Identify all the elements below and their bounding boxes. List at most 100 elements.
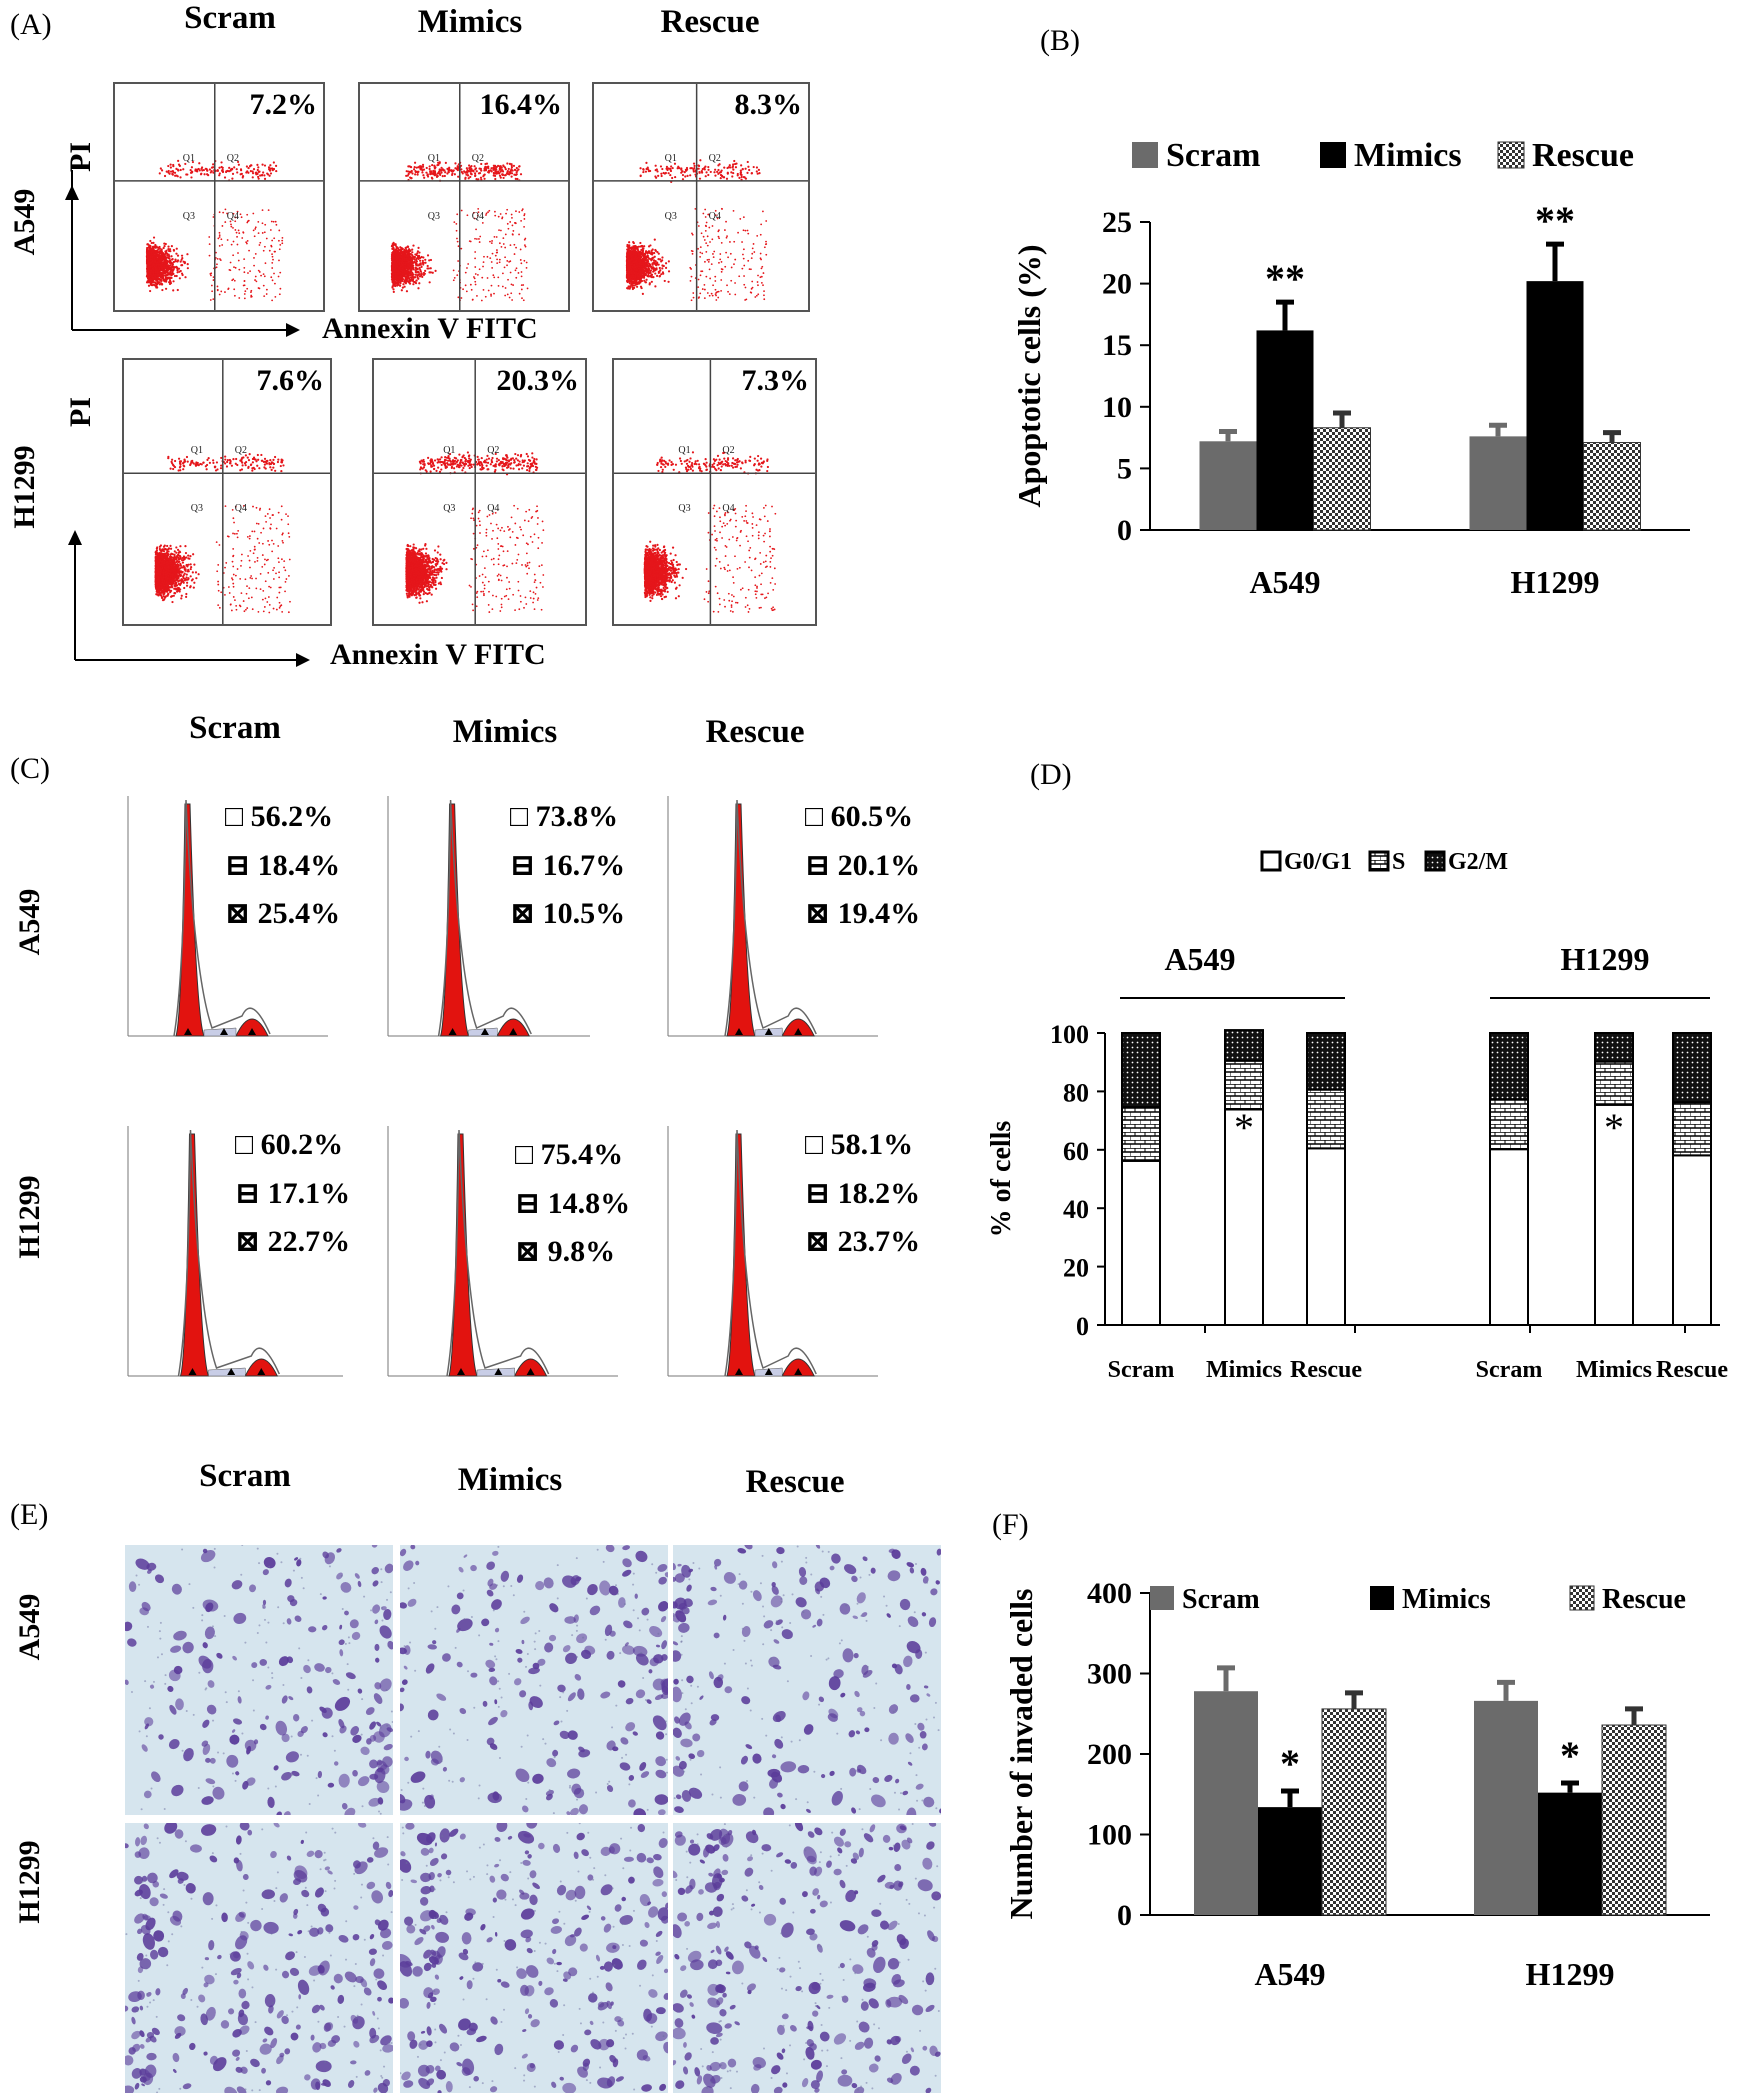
membrane-pore: [685, 1708, 687, 1710]
membrane-pore: [144, 1680, 146, 1682]
membrane-pore: [320, 1868, 322, 1870]
membrane-pore: [499, 1688, 501, 1690]
membrane-pore: [214, 1635, 216, 1637]
membrane-pore: [867, 1666, 869, 1668]
membrane-pore: [215, 1973, 217, 1975]
membrane-pore: [687, 1566, 689, 1568]
membrane-pore: [493, 1609, 495, 1611]
membrane-pore: [370, 1991, 372, 1993]
membrane-pore: [802, 1611, 804, 1613]
membrane-pore: [692, 1562, 694, 1564]
y-tick-label: 25: [1102, 206, 1132, 239]
stack-g0-g1: [1307, 1148, 1345, 1325]
membrane-pore: [261, 1828, 263, 1830]
membrane-pore: [387, 1645, 389, 1647]
g1-peak: [441, 804, 469, 1036]
membrane-pore: [247, 1978, 249, 1980]
membrane-pore: [377, 2017, 379, 2019]
membrane-pore: [860, 1615, 862, 1617]
membrane-pore: [639, 1629, 641, 1631]
membrane-pore: [353, 1873, 355, 1875]
significance-star: *: [1560, 1733, 1580, 1778]
membrane-pore: [534, 1910, 536, 1912]
membrane-pore: [140, 1897, 142, 1899]
membrane-pore: [628, 1783, 630, 1785]
membrane-pore: [742, 1603, 744, 1605]
stack-g2-m: [1307, 1033, 1345, 1090]
stack-g2-m: [1595, 1033, 1633, 1062]
panel-c-col-rescue: Rescue: [640, 714, 870, 751]
membrane-pore: [780, 1598, 782, 1600]
membrane-pore: [665, 1720, 667, 1722]
membrane-pore: [523, 1611, 525, 1613]
membrane-pore: [275, 1887, 277, 1889]
phase-percent-g0g1: □ 60.5%: [805, 800, 913, 834]
membrane-pore: [486, 1873, 488, 1875]
membrane-pore: [136, 2010, 138, 2012]
y-tick-label: 10: [1102, 391, 1132, 424]
membrane-pore: [894, 1792, 896, 1794]
membrane-pore: [868, 1574, 870, 1576]
membrane-pore: [789, 1824, 791, 1826]
membrane-pore: [337, 2016, 339, 2018]
membrane-pore: [642, 1677, 644, 1679]
membrane-pore: [251, 2089, 253, 2091]
x-category-label: H1299: [1511, 564, 1600, 600]
bar-rescue: [1602, 1725, 1666, 1915]
membrane-pore: [516, 1966, 518, 1968]
membrane-pore: [498, 1706, 500, 1708]
membrane-pore: [401, 1879, 403, 1881]
panel-f-label: (F): [992, 1508, 1029, 1541]
membrane-pore: [549, 1789, 551, 1791]
y-tick-label: 80: [1063, 1078, 1089, 1107]
stained-cell: [377, 1997, 382, 2002]
membrane-pore: [651, 1563, 653, 1565]
membrane-pore: [691, 1702, 693, 1704]
membrane-pore: [576, 1799, 578, 1801]
group-label-h1299: H1299: [1561, 941, 1650, 977]
membrane-pore: [615, 1705, 617, 1707]
membrane-pore: [408, 1587, 410, 1589]
membrane-pore: [320, 1593, 322, 1595]
membrane-pore: [758, 1881, 760, 1883]
membrane-pore: [381, 1619, 383, 1621]
membrane-pore: [655, 1572, 657, 1574]
membrane-pore: [762, 1853, 764, 1855]
membrane-pore: [836, 1733, 838, 1735]
membrane-pore: [611, 1726, 613, 1728]
membrane-pore: [936, 1865, 938, 1867]
membrane-pore: [324, 1852, 326, 1854]
membrane-pore: [751, 1908, 753, 1910]
membrane-pore: [486, 1998, 488, 2000]
quadrant-label-q3: Q3: [183, 211, 195, 222]
membrane-pore: [922, 1980, 924, 1982]
membrane-pore: [146, 2006, 148, 2008]
membrane-pore: [198, 1787, 200, 1789]
membrane-pore: [495, 1658, 497, 1660]
membrane-pore: [828, 2007, 830, 2009]
membrane-pore: [291, 1736, 293, 1738]
membrane-pore: [935, 1807, 937, 1809]
membrane-pore: [141, 1808, 143, 1810]
membrane-pore: [886, 1605, 888, 1607]
membrane-pore: [357, 2015, 359, 2017]
membrane-pore: [843, 1979, 845, 1981]
membrane-pore: [525, 1798, 527, 1800]
membrane-pore: [820, 1945, 822, 1947]
membrane-pore: [510, 1585, 512, 1587]
y-tick-label: 60: [1063, 1137, 1089, 1166]
membrane-pore: [226, 1701, 228, 1703]
membrane-pore: [732, 1907, 734, 1909]
membrane-pore: [690, 1759, 692, 1761]
g1-peak: [176, 804, 204, 1036]
membrane-pore: [273, 1900, 275, 1902]
membrane-pore: [247, 1953, 249, 1955]
membrane-pore: [582, 1790, 584, 1792]
micrograph-background: [673, 1545, 941, 1815]
membrane-pore: [612, 1887, 614, 1889]
membrane-pore: [815, 2002, 817, 2004]
membrane-pore: [580, 2022, 582, 2024]
membrane-pore: [413, 1582, 415, 1584]
